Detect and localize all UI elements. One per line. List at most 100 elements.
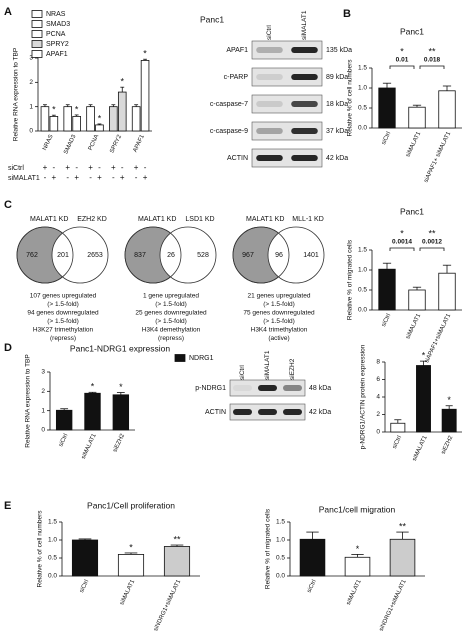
legend-label: NRAS — [46, 11, 66, 18]
protein-label: ACTIN — [205, 409, 226, 416]
venn-circle-right — [159, 226, 217, 284]
blot-band — [258, 385, 277, 391]
protein-label: c-caspase-9 — [210, 128, 248, 135]
venn-count: 762 — [26, 252, 38, 259]
bar — [63, 106, 73, 132]
blot-band — [256, 128, 283, 134]
blot-band — [291, 155, 318, 161]
chart-title: Panc1/Cell proliferation — [87, 500, 175, 510]
venn-note: 25 genes downregulated — [135, 310, 207, 317]
venn-circle-right — [267, 226, 325, 284]
venn-note: (active) — [268, 335, 289, 342]
x-tick-label: siEZH2 — [441, 434, 455, 455]
venn-count: 837 — [134, 252, 146, 259]
x-tick-label: siAPAF1+ siMALAT1 — [423, 130, 452, 183]
significance-star: * — [52, 105, 56, 115]
y-tick-label: 1.5 — [358, 247, 367, 254]
x-tick-label: siNDRG1+siMALAT1 — [379, 578, 408, 632]
blot-band — [256, 101, 283, 107]
y-tick-label: 0.5 — [358, 287, 367, 294]
blot-band — [283, 409, 302, 415]
condition-sign: + — [143, 173, 148, 182]
condition-sign: - — [44, 173, 47, 182]
y-tick-label: 1.0 — [276, 537, 285, 544]
x-tick-label: siCtrl — [381, 313, 392, 328]
protein-label: p-NDRG1 — [195, 385, 226, 392]
y-tick-label: 1.0 — [358, 85, 367, 92]
x-tick-label: siCtrl — [58, 433, 69, 448]
bar — [131, 106, 141, 132]
bar — [299, 538, 326, 577]
y-axis-label: Relative % of cell numbers — [37, 510, 44, 588]
x-tick-label: siCtrl — [392, 435, 403, 450]
significance-star: ** — [173, 534, 181, 544]
venn-count: 528 — [197, 252, 209, 259]
panel-letter: C — [4, 199, 12, 211]
condition-label: siMALAT1 — [8, 175, 40, 182]
lane-label: siCtrl — [239, 365, 246, 380]
y-tick-label: 0 — [41, 427, 45, 434]
legend-swatch — [31, 10, 43, 18]
lane-label: siCtrl — [266, 25, 273, 40]
bar — [441, 408, 457, 433]
condition-sign: + — [111, 163, 116, 172]
bar — [117, 554, 145, 577]
venn-count: 1401 — [303, 252, 319, 259]
venn-note: H3K4 demethylation — [142, 327, 201, 334]
venn-count: 96 — [275, 252, 283, 259]
blot-band — [291, 128, 318, 134]
venn-note: (> 1.5-fold) — [263, 301, 295, 308]
bar — [71, 539, 99, 577]
significance-star: * — [356, 544, 360, 554]
y-tick-label: 2 — [41, 388, 45, 395]
legend-label: PCNA — [46, 31, 66, 38]
y-tick-label: 1 — [29, 103, 33, 110]
y-tick-label: 2 — [376, 411, 380, 418]
condition-sign: + — [65, 163, 70, 172]
panel-letter: D — [4, 342, 12, 354]
bar — [112, 394, 130, 431]
x-tick-label: siMALAT1 — [81, 432, 98, 460]
venn-note: (repress) — [50, 335, 76, 342]
y-tick-label: 8 — [376, 359, 380, 366]
condition-sign: - — [53, 163, 56, 172]
chart-title: Panc1 — [400, 206, 424, 216]
bar — [344, 556, 371, 577]
x-tick-label: siCtrl — [381, 131, 392, 146]
condition-sign: - — [89, 173, 92, 182]
venn-set-label: MLL-1 KD — [292, 216, 324, 223]
x-tick-label: SPRY2 — [109, 133, 123, 154]
significance-star: * — [129, 542, 133, 552]
x-tick-label: APAF1 — [133, 133, 147, 153]
venn-note: H3K4 trimethylation — [251, 327, 308, 334]
y-tick-label: 0.0 — [276, 573, 285, 580]
y-tick-label: 4 — [376, 394, 380, 401]
protein-label: c-caspase-7 — [210, 101, 248, 108]
x-tick-label: siNDRG1+siMALAT1 — [153, 578, 182, 632]
y-tick-label: 3 — [29, 55, 33, 62]
venn-count: 26 — [167, 252, 175, 259]
y-tick-label: 0.0 — [358, 307, 367, 314]
comparison-bracket — [419, 65, 445, 69]
x-tick-label: siMALAT1 — [412, 434, 429, 462]
legend-swatch — [31, 50, 43, 58]
y-axis-label: Relative % of migrated cells — [265, 508, 272, 589]
legend-swatch — [31, 40, 43, 48]
x-tick-label: siMALAT1 — [119, 578, 136, 606]
venn-note: (> 1.5-fold) — [155, 318, 187, 325]
significance-star: * — [91, 382, 95, 392]
bar — [109, 106, 118, 132]
venn-note: 107 genes upregulated — [30, 293, 97, 300]
protein-label: c-PARP — [224, 74, 249, 81]
condition-sign: - — [144, 163, 147, 172]
venn-set-label: MALAT1 KD — [138, 216, 176, 223]
panel-letter: E — [4, 500, 11, 512]
comparison-p-value: 0.0014 — [392, 239, 412, 246]
venn-set-label: MALAT1 KD — [246, 216, 284, 223]
significance-star: ** — [399, 521, 407, 531]
lane-label: siMALAT1 — [301, 10, 308, 40]
venn-note: 75 genes downregulated — [243, 310, 315, 317]
blot-band — [291, 101, 318, 107]
bar — [163, 546, 191, 577]
bar — [117, 91, 127, 132]
